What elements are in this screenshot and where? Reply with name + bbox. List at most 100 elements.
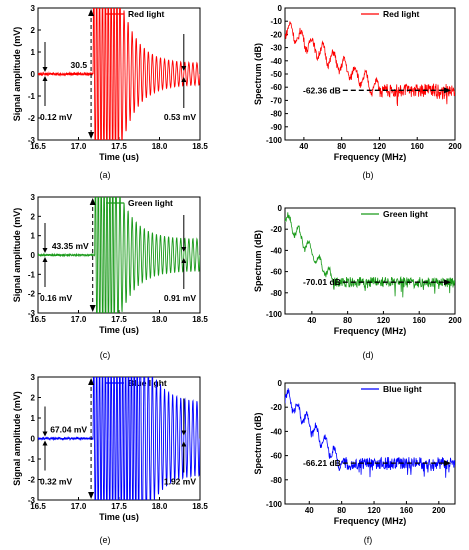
arrow-head bbox=[42, 248, 48, 253]
y-tick-label: 3 bbox=[31, 373, 36, 382]
y-tick-label: -2 bbox=[28, 114, 36, 123]
snr-label: 67.04 mV bbox=[50, 425, 87, 435]
x-tick-label: 120 bbox=[367, 506, 381, 515]
y-tick-label: -2 bbox=[28, 290, 36, 299]
y-tick-label: -3 bbox=[28, 136, 36, 145]
y-axis-label: Spectrum (dB) bbox=[253, 412, 263, 474]
snr-label: 30.5 bbox=[71, 60, 88, 70]
y-tick-label: -20 bbox=[270, 403, 282, 412]
y-axis-label: Spectrum (dB) bbox=[253, 230, 263, 292]
series-line bbox=[38, 197, 200, 313]
y-tick-label: -3 bbox=[28, 309, 36, 318]
y-axis-label: Signal amplitude (mV) bbox=[12, 208, 22, 303]
x-axis-label: Time (us) bbox=[99, 512, 139, 522]
x-tick-label: 18.5 bbox=[192, 315, 208, 324]
tail-label: 1.92 mV bbox=[164, 477, 196, 487]
x-axis-label: Time (us) bbox=[99, 325, 139, 335]
x-tick-label: 80 bbox=[337, 506, 346, 515]
x-tick-label: 18.0 bbox=[152, 502, 168, 511]
y-tick-label: 0 bbox=[278, 204, 283, 213]
x-tick-label: 17.5 bbox=[111, 315, 127, 324]
tail-label: 0.91 mV bbox=[164, 293, 196, 303]
x-tick-label: 17.0 bbox=[71, 315, 87, 324]
x-tick-label: 200 bbox=[448, 316, 462, 325]
y-tick-label: 1 bbox=[31, 48, 36, 57]
y-axis-label: Signal amplitude (mV) bbox=[12, 27, 22, 122]
panel-b: 40 80 120 160 200-100-90-80-70-60-50-40-30-2… bbox=[253, 4, 462, 180]
x-tick-label: 40 bbox=[305, 506, 314, 515]
y-tick-label: -20 bbox=[270, 30, 282, 39]
y-tick-label: -20 bbox=[270, 225, 282, 234]
y-tick-label: -90 bbox=[270, 123, 282, 132]
y-tick-label: 2 bbox=[31, 212, 36, 221]
arrow-head bbox=[444, 87, 451, 94]
y-tick-label: 1 bbox=[31, 232, 36, 241]
snr-label: 43.35 mV bbox=[52, 241, 89, 251]
arrow-head bbox=[181, 66, 187, 71]
arrow-head bbox=[88, 492, 95, 499]
y-tick-label: -60 bbox=[270, 268, 282, 277]
x-tick-label: 16.5 bbox=[30, 142, 46, 151]
panel-caption: (f) bbox=[364, 535, 373, 545]
x-tick-label: 160 bbox=[400, 506, 414, 515]
x-tick-label: 160 bbox=[411, 142, 425, 151]
y-tick-label: -100 bbox=[266, 136, 283, 145]
x-tick-label: 80 bbox=[343, 316, 352, 325]
y-tick-label: -1 bbox=[28, 270, 36, 279]
arrow-head bbox=[89, 305, 96, 312]
y-tick-label: 0 bbox=[31, 251, 36, 260]
y-tick-label: 2 bbox=[31, 394, 36, 403]
y-tick-label: -60 bbox=[270, 83, 282, 92]
arrow-head bbox=[42, 67, 48, 72]
x-tick-label: 18.0 bbox=[152, 315, 168, 324]
y-tick-label: 0 bbox=[278, 4, 283, 13]
arrow-head bbox=[88, 9, 95, 16]
arrow-head bbox=[42, 440, 48, 446]
plot-frame bbox=[284, 207, 456, 315]
arrow-head bbox=[88, 378, 95, 385]
panel-caption: (a) bbox=[100, 170, 111, 180]
y-tick-label: -60 bbox=[270, 452, 282, 461]
y-tick-label: 3 bbox=[31, 193, 36, 202]
plot-frame bbox=[284, 382, 456, 505]
y-tick-label: -80 bbox=[270, 476, 282, 485]
legend-label: Green light bbox=[383, 209, 428, 219]
arrow-head bbox=[42, 257, 48, 262]
arrow-head bbox=[181, 247, 187, 252]
x-tick-label: 18.5 bbox=[192, 502, 208, 511]
y-tick-label: -50 bbox=[270, 70, 282, 79]
y-tick-label: -2 bbox=[28, 476, 36, 485]
y-tick-label: -30 bbox=[270, 44, 282, 53]
y-tick-label: -10 bbox=[270, 17, 282, 26]
tail-label: 0.53 mV bbox=[164, 112, 196, 122]
y-tick-label: -40 bbox=[270, 427, 282, 436]
arrow-head bbox=[181, 430, 187, 436]
series-line bbox=[285, 212, 455, 298]
y-tick-label: -80 bbox=[270, 110, 282, 119]
legend-label: Red light bbox=[383, 9, 420, 19]
noise-label: 0.16 mV bbox=[40, 293, 72, 303]
x-tick-label: 17.5 bbox=[111, 502, 127, 511]
y-axis-label: Spectrum (dB) bbox=[253, 43, 263, 105]
x-axis-label: Frequency (MHz) bbox=[334, 326, 407, 336]
x-tick-label: 17.0 bbox=[71, 502, 87, 511]
arrow-head bbox=[88, 132, 95, 139]
legend-label: Blue light bbox=[128, 378, 167, 388]
floor-label: -66.21 dB bbox=[303, 458, 341, 468]
x-tick-label: 120 bbox=[373, 142, 387, 151]
x-tick-label: 200 bbox=[448, 142, 462, 151]
y-tick-label: -70 bbox=[270, 96, 282, 105]
series-line bbox=[285, 388, 455, 478]
y-tick-label: -100 bbox=[266, 310, 283, 319]
arrow-head bbox=[181, 258, 187, 263]
y-tick-label: -3 bbox=[28, 496, 36, 505]
panel-a: 16.5 17.0 17.5 18.0 18.5 -3 -2 -1 0 1 2 3 Time (us) S… bbox=[12, 4, 208, 180]
arrow-head bbox=[181, 77, 187, 82]
y-tick-label: -1 bbox=[28, 455, 36, 464]
arrow-head bbox=[42, 76, 48, 81]
panel-c: 16.5 17.0 17.5 18.0 18.5 -3 -2 -1 0 1 2 3 Time (us) S… bbox=[12, 193, 208, 360]
panel-f: 40 80 120 160 200 -100 -80 -60 -40 -20 0 Frequency … bbox=[253, 379, 456, 545]
legend-label: Red light bbox=[128, 9, 165, 19]
panel-caption: (c) bbox=[100, 350, 111, 360]
x-tick-label: 16.5 bbox=[30, 315, 46, 324]
